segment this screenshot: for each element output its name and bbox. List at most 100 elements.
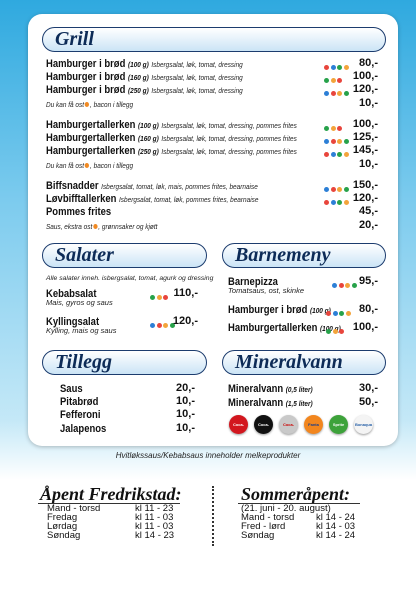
allergen-dot: [332, 311, 338, 316]
item-text: Pommes frites: [46, 205, 111, 218]
hours-time: kl 11 - 03: [135, 512, 174, 523]
item-price: 50,-: [359, 396, 378, 408]
item-name: Hamburger i brød: [228, 304, 308, 316]
menu-row: Kyllingsalat 120,-: [46, 315, 198, 330]
menu-row: Barnepizza 95,-: [228, 275, 378, 290]
item-size: (0,5 liter): [285, 385, 313, 394]
allergen-dot: [345, 283, 350, 288]
item-desc: Isbergsalat, løk, tomat, dressing: [151, 86, 243, 95]
allergen-dots: [324, 195, 350, 207]
allergen-dot: [339, 311, 344, 316]
allergen-dot: [345, 311, 351, 316]
item-price: 10,-: [176, 395, 195, 407]
item-note: , bacon i tillegg: [90, 100, 134, 109]
item-price: 100,-: [352, 118, 378, 130]
allergen-dot: [332, 283, 337, 288]
item-price: 30,-: [359, 382, 378, 394]
hours-time: kl 14 - 23: [135, 530, 175, 541]
allergen-dot: [330, 187, 336, 192]
item-name: Løvbifftallerken: [46, 193, 117, 205]
extra-dot: [84, 102, 90, 107]
allergen-dot: [337, 187, 342, 192]
menu-row: Hamburger i brød (160 g) Isbergsalat, løk,…: [46, 70, 378, 85]
item-text: Du kan få ost , bacon i tillegg: [46, 158, 133, 172]
item-name: Hamburgertallerken: [46, 145, 136, 157]
item-text: Hamburgertallerken (160 g) Isbergsalat, lø…: [46, 131, 297, 145]
bottle-cap: Coca-Cola: [254, 415, 273, 434]
item-name: Hamburgertallerken: [46, 132, 136, 144]
item-price: 150,-: [352, 179, 378, 191]
menu-row: Mineralvann (0,5 liter) 30,-: [228, 382, 378, 396]
item-text: Fefferoni: [60, 408, 100, 421]
item-text: Barnepizza: [228, 275, 278, 288]
item-price: 120,-: [172, 315, 198, 327]
allergen-dot: [343, 200, 349, 205]
item-name: Hamburgertallerken: [228, 322, 318, 334]
item-text: Mineralvann (1,5 liter): [228, 396, 313, 410]
menu-row: Hamburgertallerken (250 g) Isbergsalat, lø…: [46, 144, 378, 157]
menu-row: Jalapenos 10,-: [60, 422, 195, 435]
item-text: Biffsnadder Isbergsalat, tomat, løk, mais…: [46, 179, 258, 193]
allergen-dots: [150, 318, 176, 330]
allergen-dot: [343, 91, 349, 96]
item-desc: Isbergsalat, tomat, løk, mais, pommes fr…: [101, 182, 258, 191]
item-size: (250 g): [127, 86, 149, 95]
allergen-dot: [343, 152, 349, 157]
item-price: 10,-: [176, 408, 195, 420]
item-desc: Kylling, mais og saus: [46, 326, 117, 335]
allergen-dots: [326, 324, 346, 336]
bottle-cap: Sprite: [329, 415, 348, 434]
item-text: Hamburger i brød (250 g) Isbergsalat, løk,…: [46, 83, 243, 97]
item-name: Mineralvann: [228, 397, 284, 409]
item-size: (100 g): [309, 306, 331, 315]
allergen-dot: [330, 126, 336, 131]
item-text: Mineralvann (0,5 liter): [228, 382, 313, 396]
item-desc: Isbergsalat, tomat, løk, pommes frites, …: [119, 195, 259, 204]
item-price: 10,-: [359, 158, 378, 170]
allergen-dot: [324, 126, 329, 131]
allergen-dot: [169, 323, 175, 328]
item-size: (160 g): [137, 134, 159, 143]
item-size: (160 g): [127, 73, 149, 82]
allergen-dots: [332, 278, 358, 290]
allergen-dot: [330, 200, 336, 205]
menu-row: Hamburgertallerken (160 g) Isbergsalat, lø…: [46, 131, 378, 145]
allergen-dot: [156, 323, 162, 328]
item-name: Kebabsalat: [46, 288, 97, 300]
item-desc: Isbergsalat, løk, tomat, dressing, pomme…: [161, 147, 297, 156]
menu-row: Du kan få ost , bacon i tillegg 10,-: [46, 97, 378, 109]
allergen-dot: [324, 91, 329, 96]
allergen-dot: [337, 78, 342, 83]
menu-row: Fefferoni 10,-: [60, 408, 195, 421]
allergen-dot: [343, 187, 349, 192]
item-name: Hamburgertallerken: [46, 119, 136, 131]
allergen-dot: [324, 187, 329, 192]
item-price: 100,-: [352, 321, 378, 333]
bottle-cap: Coca-Cola: [279, 415, 298, 434]
item-price: 95,-: [359, 275, 378, 287]
item-name: Pommes frites: [46, 206, 112, 218]
hours-title: Sommeråpent:: [241, 484, 351, 504]
extra-dot: [93, 224, 98, 229]
allergen-dot: [324, 65, 329, 70]
section-intro: Alle salater inneh. isbergsalat, tomat, …: [46, 275, 214, 282]
hours-time: kl 11 - 23: [135, 503, 174, 514]
allergen-dot: [339, 329, 344, 334]
underline: [238, 503, 360, 504]
allergen-dots: [324, 73, 344, 85]
hours-time: kl 14 - 24: [316, 512, 356, 523]
menu-row: Mineralvann (1,5 liter) 50,-: [228, 396, 378, 410]
allergen-dot: [150, 323, 155, 328]
item-price: 20,-: [359, 219, 378, 231]
hours-period: (21. juni - 20. august): [241, 503, 331, 514]
allergen-dot: [163, 295, 168, 300]
item-note: Du kan få ost: [46, 100, 85, 109]
extra-dot: [84, 163, 90, 168]
item-text: Pitabrød: [60, 395, 98, 408]
section-header: Barnemeny: [222, 243, 386, 268]
allergen-dot: [324, 152, 329, 157]
item-name: Hamburger i brød: [46, 71, 126, 83]
item-text: Kyllingsalat: [46, 315, 99, 328]
allergen-dots: [324, 121, 344, 133]
